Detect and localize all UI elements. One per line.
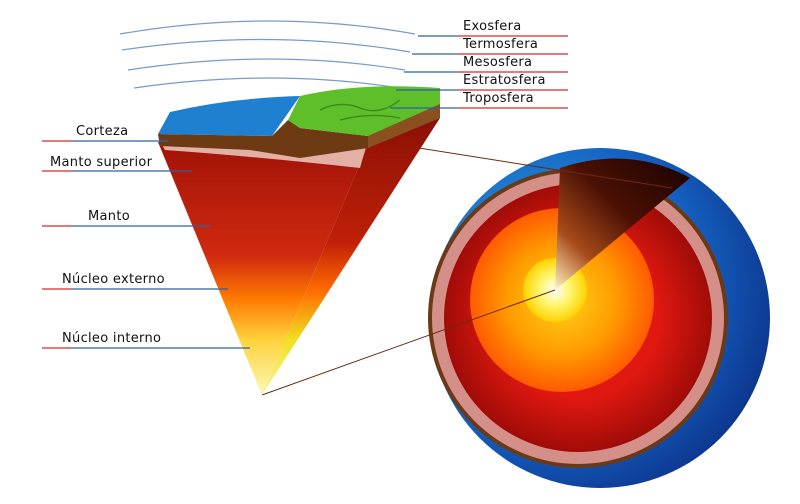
sphere-wedge-cut (555, 158, 690, 290)
arc-termosfera (121, 38, 411, 53)
atmosphere-label-lines (390, 35, 568, 109)
cone-left-face (158, 142, 368, 395)
label-termosfera: Termosfera (463, 37, 539, 52)
interior-label-lines (42, 140, 250, 349)
label-estratosfera: Estratosfera (463, 73, 546, 88)
earth-cone (158, 86, 440, 395)
label-exosfera: Exosfera (463, 19, 522, 34)
connector-bottom (261, 289, 556, 396)
label-corteza: Corteza (76, 124, 129, 139)
cone-land-edge (368, 104, 440, 148)
label-troposfera: Troposfera (463, 91, 534, 106)
arc-mesosfera (127, 58, 406, 71)
cone-crust-band (158, 120, 368, 158)
cone-right-face (262, 118, 440, 395)
atmosphere-arcs (119, 20, 416, 89)
cone-land-rivers (319, 99, 401, 121)
label-manto: Manto (88, 209, 130, 224)
label-mesosfera: Mesosfera (463, 55, 533, 70)
arc-exosfera (119, 20, 416, 35)
label-manto-superior: Manto superior (50, 155, 153, 170)
label-nucleo-externo: Núcleo externo (62, 272, 165, 287)
cone-top-ocean (158, 96, 300, 136)
arc-estratosfera (133, 77, 401, 89)
earth-sphere (428, 148, 770, 488)
label-nucleo-interno: Núcleo interno (62, 331, 162, 346)
